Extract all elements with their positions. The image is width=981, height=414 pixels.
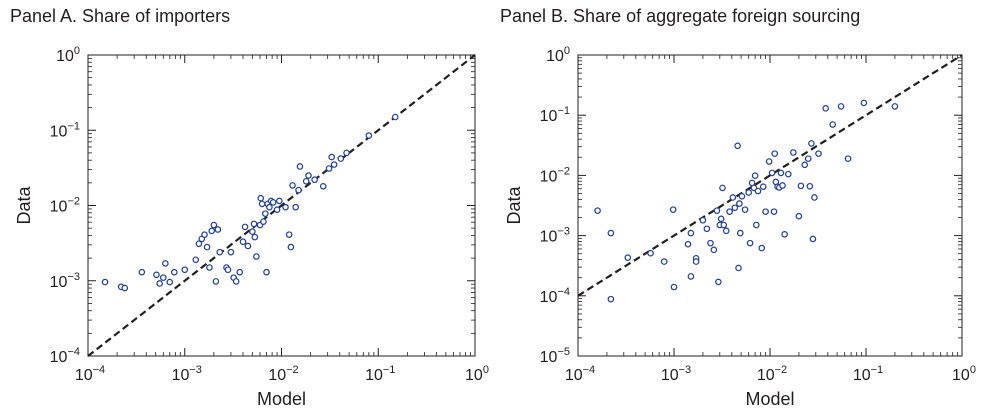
panel-a-data-point	[224, 266, 232, 274]
panel-a-data-point	[195, 240, 203, 248]
panel-a-data-point	[343, 149, 350, 157]
panel-a-data-point	[305, 172, 312, 179]
panel-a-x-tick-label: 10−4	[75, 364, 105, 384]
panel-a-data-point	[166, 278, 174, 286]
panel-a-data-point	[263, 268, 270, 276]
panel-a-data-point	[210, 221, 218, 229]
panel-a-data-point	[216, 248, 224, 256]
panel-a-x-axis-label: Model	[257, 389, 306, 409]
panel-a-data-point	[159, 274, 167, 281]
panel-a-data-point	[236, 268, 244, 276]
panel-a-x-tick-label: 10−2	[268, 364, 298, 384]
panel-a-data-point	[328, 153, 335, 161]
panel-a-data-point	[203, 243, 211, 251]
panel-a-data-point	[121, 284, 129, 292]
panel-a-data-point	[302, 177, 310, 185]
panel-a-y-tick-label: 10−1	[50, 120, 80, 140]
panel-b-title: Panel B. Share of aggregate foreign sour…	[500, 6, 861, 26]
panel-a-data-point	[206, 264, 213, 271]
panel-a-data-point	[311, 176, 318, 184]
panel-a-data-point	[325, 165, 333, 172]
panel-a-data-point	[101, 278, 109, 286]
panel-a-data-point	[162, 260, 169, 267]
panel-a-data-point	[249, 228, 256, 235]
panel-a-data-point	[253, 253, 260, 260]
panel-a-x-tick-label: 10−1	[365, 364, 395, 384]
panel-a-data-point	[266, 203, 273, 211]
panel-a-data-point	[319, 182, 327, 190]
panel-a-data-point	[258, 200, 266, 208]
panel-a-title: Panel A. Share of importers	[10, 6, 231, 26]
panel-a-y-tick-label: 100	[56, 45, 80, 65]
panel-a-y-axis-label: Data	[14, 186, 34, 225]
panel-a-data-point	[153, 271, 160, 279]
panel-a-data-point	[365, 132, 373, 139]
panel-a-data-point	[257, 194, 265, 202]
panel-a-data-point	[227, 248, 235, 256]
panel-a-data-point	[273, 206, 281, 213]
panel-a-data-point	[285, 231, 293, 238]
panel-a-data-point	[295, 186, 302, 194]
panel-a-data-point	[212, 278, 220, 285]
panel-a-data-point	[208, 227, 216, 235]
panel-a-data-point	[239, 238, 247, 246]
panel-a-y-tick-label: 10−4	[50, 346, 80, 366]
panel-a-data-point	[138, 268, 146, 276]
panel-a-reference-line	[87, 54, 476, 357]
panel-a-data-point	[232, 278, 240, 285]
panel-a-data-point	[260, 218, 267, 225]
panel-a-data-point	[156, 280, 163, 287]
panel-a-y-tick-label: 10−2	[50, 196, 80, 216]
panel-a-data-point	[269, 199, 277, 206]
panel-a-data-point	[251, 233, 259, 241]
panel-a-data-point	[171, 268, 178, 276]
panel-a-data-point	[337, 155, 345, 162]
panel-a-data-point	[287, 243, 295, 251]
panel-a-x-tick-label: 100	[465, 364, 489, 384]
panel-a-data-point	[250, 220, 258, 228]
panel-a-data-point	[214, 226, 222, 233]
panel-a-data-point	[282, 203, 289, 211]
panel-a-data-point	[276, 197, 283, 205]
panel-a-data-point	[201, 231, 208, 238]
panel-a-data-point	[192, 256, 200, 264]
panel-a-data-point	[241, 223, 249, 231]
panel-a-data-point	[261, 210, 269, 217]
panel-a-data-point	[181, 266, 189, 274]
panel-a-data-point	[292, 203, 299, 211]
panel-a-data-point	[289, 182, 296, 189]
panel-a-x-tick-label: 10−3	[172, 364, 202, 384]
panel-a-data-point	[391, 113, 399, 121]
panel-a-data-point	[296, 163, 304, 170]
panel-a-data-point	[244, 242, 252, 250]
panel-a-data-point	[330, 161, 338, 168]
panel-a-y-tick-label: 10−3	[50, 271, 80, 291]
